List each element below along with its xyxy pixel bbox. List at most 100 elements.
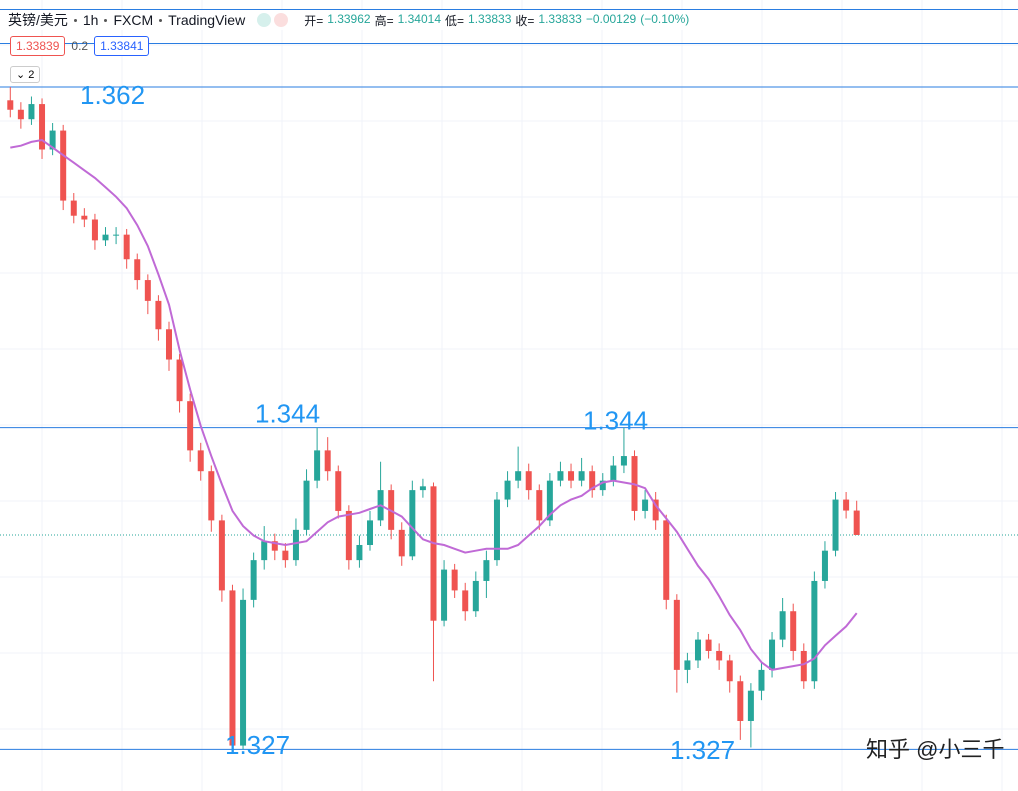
- status-dot: [257, 13, 272, 27]
- candle-body: [694, 639, 701, 661]
- change-pct: (−0.10%): [640, 11, 690, 26]
- candle-body: [356, 544, 363, 561]
- candle-body: [419, 486, 426, 491]
- candle-body: [155, 300, 162, 330]
- high-value: 1.34014: [397, 11, 441, 26]
- quote-row: 1.33839 0.2 1.33841: [10, 36, 150, 56]
- candle-body: [483, 560, 490, 581]
- candle-body: [779, 611, 786, 640]
- candle-body: [726, 660, 733, 682]
- candle-body: [81, 215, 88, 220]
- candle-body: [7, 100, 14, 110]
- high-label: 高=: [374, 13, 394, 28]
- candle-body: [314, 450, 321, 481]
- interval[interactable]: 1h: [82, 12, 99, 28]
- candle-body: [451, 569, 458, 591]
- status-wave: [274, 13, 289, 27]
- spread: 0.2: [71, 39, 89, 53]
- candle-body: [821, 550, 828, 581]
- candle-body: [673, 599, 680, 670]
- candle-body: [663, 520, 670, 600]
- candle-body: [91, 219, 98, 241]
- candle-body: [271, 541, 278, 551]
- candle-body: [811, 580, 818, 682]
- level-label: 1.344: [255, 399, 320, 429]
- close-value: 1.33833: [538, 11, 582, 26]
- candle-body: [546, 480, 553, 521]
- candle-body: [28, 104, 35, 120]
- candle-body: [144, 280, 151, 301]
- candle-body: [229, 590, 236, 746]
- moving-average: [10, 138, 858, 671]
- candle-body: [832, 499, 839, 551]
- candle-body: [737, 681, 744, 721]
- level-label: 1.362: [80, 80, 145, 110]
- candle-body: [60, 130, 67, 201]
- candle-body: [49, 130, 56, 150]
- candle-body: [747, 690, 754, 721]
- broker: FXCM: [113, 12, 154, 28]
- candle-body: [113, 234, 120, 236]
- low-label: 低=: [445, 13, 465, 28]
- candle-body: [165, 329, 172, 360]
- candle-body: [472, 580, 479, 612]
- ask[interactable]: 1.33841: [94, 36, 150, 56]
- candle-body: [589, 471, 596, 491]
- candle-body: [769, 639, 776, 670]
- candle-body: [102, 234, 109, 241]
- candle-body: [324, 450, 331, 472]
- platform: TradingView: [168, 12, 246, 28]
- open-value: 1.33962: [327, 11, 371, 26]
- candle-body: [462, 590, 469, 612]
- candle-body: [187, 401, 194, 451]
- collapsed-count: 2: [28, 69, 35, 81]
- candle-body: [705, 639, 712, 651]
- candle-body: [441, 569, 448, 621]
- candle-body: [493, 499, 500, 561]
- separator: [104, 18, 108, 22]
- separator: [159, 18, 163, 22]
- candle-body: [430, 486, 437, 621]
- candle-body: [536, 490, 543, 521]
- candle-body: [652, 499, 659, 521]
- candle-body: [303, 480, 310, 530]
- candle-body: [578, 471, 585, 481]
- ohlc: 开= 1.33962 高= 1.34014 低= 1.33833 收= 1.33833 …: [304, 12, 689, 29]
- candle-body: [716, 650, 723, 661]
- candle-body: [409, 490, 416, 557]
- candle-body: [218, 520, 225, 591]
- level-label: 1.327: [225, 730, 290, 760]
- candle-body: [134, 259, 141, 281]
- symbol: 英镑/美元: [8, 12, 68, 28]
- candle-body: [684, 660, 691, 670]
- candle-body: [367, 520, 374, 545]
- candle-body: [504, 480, 511, 500]
- candle-body: [610, 465, 617, 481]
- candle-body: [345, 510, 352, 561]
- candle-body: [525, 471, 532, 491]
- candle-body: [853, 510, 860, 535]
- candle-body: [790, 611, 797, 651]
- candle-body: [292, 529, 299, 561]
- candle-body: [620, 456, 627, 466]
- candle-body: [261, 541, 268, 561]
- candle-body: [398, 529, 405, 557]
- watermark: 知乎 @小三千: [866, 737, 1005, 762]
- candle-body: [282, 550, 289, 561]
- open-label: 开=: [304, 13, 324, 28]
- collapse-button[interactable]: ⌄ 2: [10, 66, 41, 83]
- candle-body: [515, 471, 522, 481]
- level-label: 1.327: [670, 735, 735, 765]
- status-icons: [257, 13, 289, 27]
- candle-body: [599, 480, 606, 491]
- candle-body: [800, 650, 807, 682]
- candle-body: [758, 669, 765, 691]
- candle-body: [250, 560, 257, 600]
- candle-body: [123, 234, 130, 260]
- candle-body: [176, 359, 183, 402]
- candle-body: [557, 471, 564, 481]
- change: −0.00129: [585, 11, 637, 26]
- bid[interactable]: 1.33839: [10, 36, 66, 56]
